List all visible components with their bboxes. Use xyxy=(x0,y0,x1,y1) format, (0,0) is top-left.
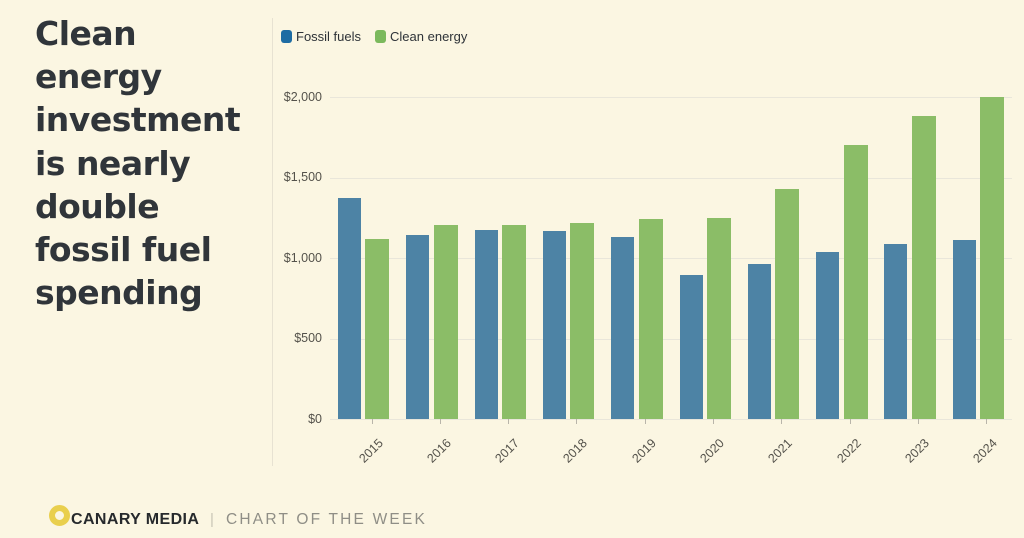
gridline-1500 xyxy=(330,177,1012,179)
x-axis-label-2023: 2023 xyxy=(902,436,932,466)
bar-clean-energy-2015 xyxy=(365,238,390,419)
x-axis-tick-2015 xyxy=(371,419,373,424)
bar-fossil-fuels-2017 xyxy=(474,229,498,419)
x-axis-tick-2019 xyxy=(644,419,646,424)
chart-title: Clean energy investment is nearly double… xyxy=(35,14,241,313)
gridline-2000 xyxy=(330,97,1012,98)
x-axis-label-2016: 2016 xyxy=(424,436,454,466)
legend-label-clean-energy: Clean energy xyxy=(390,29,468,44)
y-axis-label-2000: $2,000 xyxy=(283,89,322,104)
x-axis-tick-2023 xyxy=(917,419,919,424)
bar-clean-energy-2017 xyxy=(502,225,526,419)
y-axis-label-1000: $1,000 xyxy=(283,250,322,265)
bar-fossil-fuels-2019 xyxy=(611,237,635,419)
x-axis-label-2022: 2022 xyxy=(833,436,864,466)
legend-item-fossil-fuels: Fossil fuels xyxy=(281,29,361,44)
x-axis-tick-2020 xyxy=(713,419,714,424)
bar-fossil-fuels-2015 xyxy=(338,198,361,419)
canary-media-logo-icon xyxy=(49,505,70,526)
gridline-500 xyxy=(330,338,1012,340)
x-axis-tick-2024 xyxy=(986,419,988,424)
legend-label-fossil-fuels: Fossil fuels xyxy=(296,29,362,44)
x-axis-label-2024: 2024 xyxy=(970,436,1001,466)
gridline-1000 xyxy=(330,258,1012,259)
brand-name: CANARY MEDIA xyxy=(71,511,200,528)
y-axis-label-500: $500 xyxy=(294,331,322,345)
fossil-fuels-swatch-icon xyxy=(281,30,292,43)
footer-tagline: CHART OF THE WEEK xyxy=(226,511,428,528)
legend-item-clean-energy: Clean energy xyxy=(375,29,467,44)
x-axis-label-2017: 2017 xyxy=(492,436,522,466)
clean-energy-swatch-icon xyxy=(375,30,387,43)
bar-fossil-fuels-2018 xyxy=(542,230,566,419)
bar-clean-energy-2021 xyxy=(775,188,800,419)
x-axis-label-2020: 2020 xyxy=(697,436,727,466)
footer-separator: | xyxy=(210,511,214,528)
bar-fossil-fuels-2020 xyxy=(679,274,703,419)
y-axis-label-0: $0 xyxy=(308,411,322,426)
bar-fossil-fuels-2022 xyxy=(816,252,840,419)
bar-clean-energy-2016 xyxy=(433,225,458,419)
y-axis-label-1500: $1,500 xyxy=(283,170,322,184)
bar-fossil-fuels-2023 xyxy=(884,243,908,419)
bar-fossil-fuels-2016 xyxy=(406,234,430,419)
x-axis-tick-2021 xyxy=(781,419,783,424)
bar-clean-energy-2018 xyxy=(570,223,595,419)
bar-clean-energy-2022 xyxy=(843,145,868,419)
x-axis-label-2015: 2015 xyxy=(355,436,386,466)
x-axis-tick-2016 xyxy=(439,419,441,424)
bar-clean-energy-2024 xyxy=(980,97,1005,419)
gridline-0 xyxy=(330,419,1012,420)
chart-legend: Fossil fuels Clean energy xyxy=(281,29,467,44)
x-axis-tick-2018 xyxy=(576,419,578,424)
x-axis-label-2019: 2019 xyxy=(629,436,659,466)
x-axis-tick-2022 xyxy=(849,419,851,424)
bar-clean-energy-2023 xyxy=(911,116,936,419)
bar-clean-energy-2020 xyxy=(706,217,731,420)
bar-fossil-fuels-2024 xyxy=(952,239,976,419)
x-axis-tick-2017 xyxy=(508,419,510,424)
bar-clean-energy-2019 xyxy=(638,219,663,419)
bar-fossil-fuels-2021 xyxy=(747,263,771,419)
vertical-divider xyxy=(272,18,273,466)
x-axis-label-2021: 2021 xyxy=(765,436,796,466)
x-axis-label-2018: 2018 xyxy=(560,436,591,466)
